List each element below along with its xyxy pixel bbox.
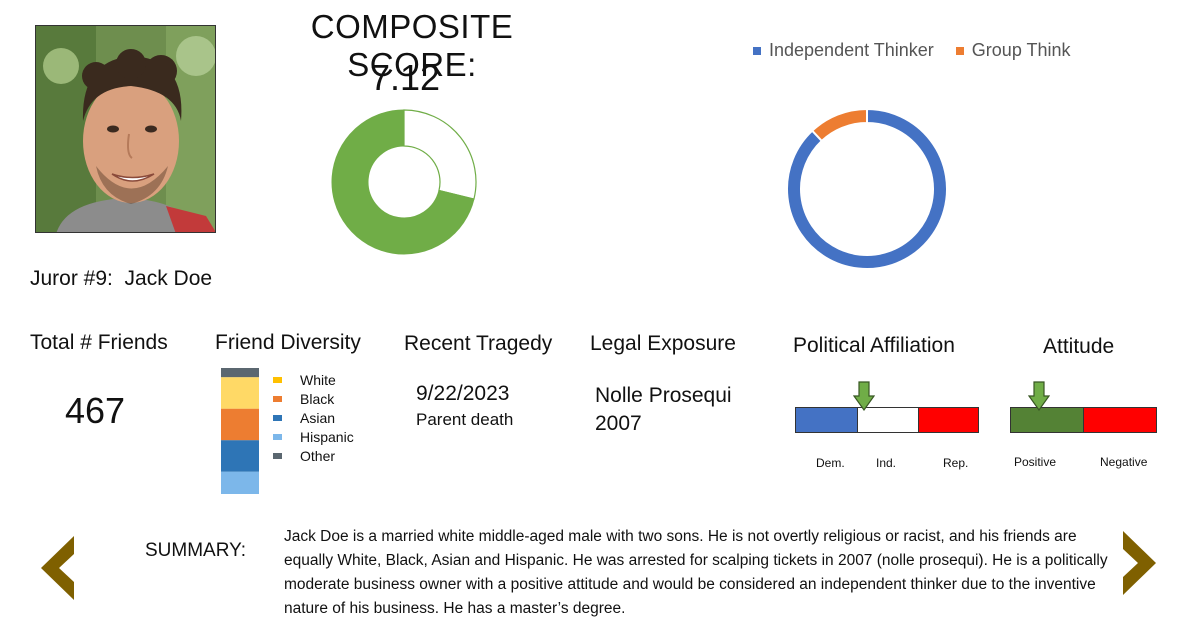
thinker-donut-chart xyxy=(786,107,948,270)
portrait-image xyxy=(36,26,215,232)
legal-line-2: 2007 xyxy=(595,412,642,435)
diversity-title: Friend Diversity xyxy=(215,331,361,354)
down-arrow-icon xyxy=(1028,381,1051,411)
attitude-label-positive: Positive xyxy=(1014,455,1057,469)
diversity-legend: White Black Asian Hispanic Other xyxy=(273,370,354,465)
legal-exposure-text: Nolle Prosequi 2007 xyxy=(595,382,765,438)
legend-item-hispanic: Hispanic xyxy=(273,427,354,446)
legend-item-independent: Independent Thinker xyxy=(753,40,934,61)
tragedy-title: Recent Tragedy xyxy=(404,332,553,355)
down-arrow-icon xyxy=(853,381,875,411)
legend-swatch xyxy=(273,433,282,440)
summary-text: Jack Doe is a married white middle-aged … xyxy=(284,528,1108,617)
legend-swatch xyxy=(273,414,282,421)
legend-item-other: Other xyxy=(273,446,354,465)
friends-title: Total # Friends xyxy=(30,331,168,354)
political-title: Political Affiliation xyxy=(793,334,955,357)
political-segment-dem xyxy=(796,408,858,432)
legend-label: Asian xyxy=(300,409,336,426)
political-label-dem: Dem. xyxy=(816,456,845,470)
attitude-scale-bar xyxy=(1010,407,1157,433)
legend-label: Other xyxy=(300,447,336,464)
thinker-legend: Independent Thinker Group Think xyxy=(753,40,1071,61)
legend-swatch xyxy=(273,395,282,402)
bar-segment-other xyxy=(221,368,259,378)
legend-item-asian: Asian xyxy=(273,408,354,427)
donut-segment-independent-thinker xyxy=(786,107,948,270)
bar-segment-black xyxy=(221,408,259,441)
legend-swatch xyxy=(955,46,964,55)
donut-segment-group-think xyxy=(810,107,868,143)
legend-swatch xyxy=(753,46,761,55)
diversity-stacked-bar xyxy=(221,368,259,494)
legend-item-black: Black xyxy=(273,389,354,408)
summary-label: SUMMARY: xyxy=(145,540,247,561)
attitude-segment-negative xyxy=(1084,408,1156,432)
legend-item-group-think: Group Think xyxy=(955,40,1071,61)
juror-name: Juror #9: Jack Doe xyxy=(30,267,213,290)
political-label-ind: Ind. xyxy=(876,456,897,470)
composite-score-donut xyxy=(331,109,477,255)
juror-photo xyxy=(35,25,216,233)
political-segment-rep xyxy=(919,408,978,432)
bar-segment-white xyxy=(221,377,259,409)
political-label-rep: Rep. xyxy=(943,456,969,470)
political-segment-ind xyxy=(858,408,919,432)
tragedy-description: Parent death xyxy=(416,410,514,429)
attitude-segment-positive xyxy=(1011,408,1084,432)
composite-score-title: COMPOSITE SCORE: xyxy=(310,8,514,83)
political-scale-bar xyxy=(795,407,979,433)
bar-segment-hispanic xyxy=(221,471,259,494)
legal-line-1: Nolle Prosequi xyxy=(595,384,732,407)
next-arrow-button[interactable] xyxy=(1123,531,1156,595)
attitude-title: Attitude xyxy=(1043,335,1115,358)
legend-swatch xyxy=(273,376,282,383)
donut-segment-remaining xyxy=(403,109,477,200)
legend-label: Hispanic xyxy=(300,428,354,445)
legend-label: Group Think xyxy=(971,40,1071,60)
friends-count: 467 xyxy=(65,390,126,431)
legend-swatch xyxy=(273,452,282,459)
tragedy-date: 9/22/2023 xyxy=(416,382,510,405)
previous-arrow-button[interactable] xyxy=(41,536,75,600)
attitude-label-negative: Negative xyxy=(1100,455,1148,469)
donut-segment-score xyxy=(331,109,475,255)
legend-label: White xyxy=(300,371,336,388)
legend-label: Black xyxy=(300,390,335,407)
legend-label: Independent Thinker xyxy=(769,40,934,60)
legal-title: Legal Exposure xyxy=(590,332,736,355)
legend-item-white: White xyxy=(273,370,354,389)
bar-segment-asian xyxy=(221,440,259,472)
composite-score-value: 7.12 xyxy=(369,57,441,98)
